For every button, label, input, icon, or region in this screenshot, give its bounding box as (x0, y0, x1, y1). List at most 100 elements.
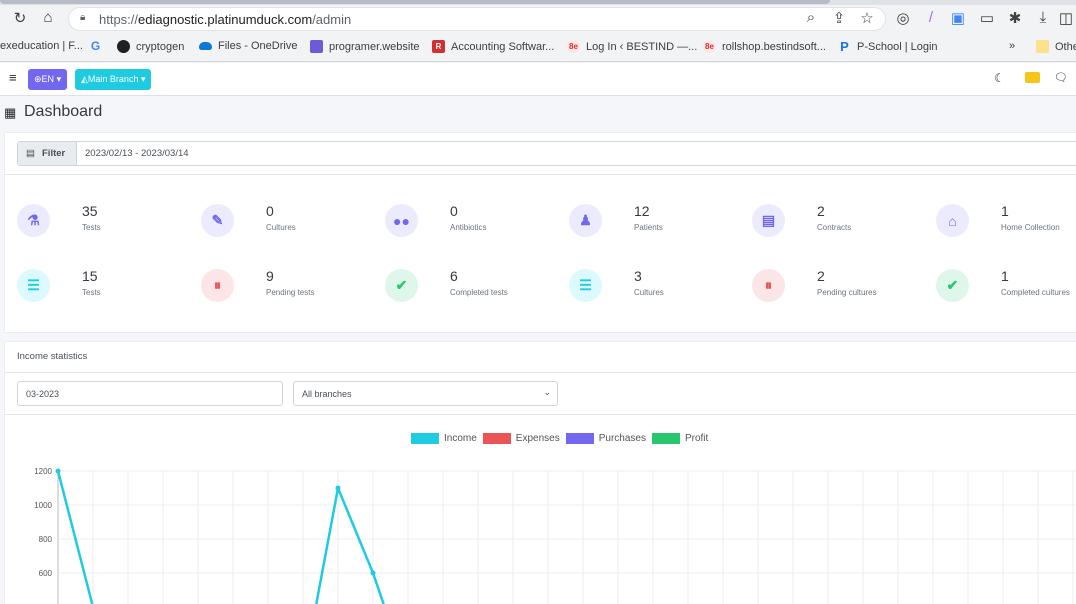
stat-item: ♟ 12 Patients (569, 203, 743, 240)
date-range-input[interactable]: 2023/02/13 - 2023/03/14 (85, 148, 189, 159)
bookmark[interactable]: R Accounting Softwar... (432, 40, 554, 53)
legend-item[interactable]: Income (411, 433, 477, 444)
pills-icon: ●● (385, 204, 418, 237)
dark-mode-icon[interactable]: ☾ (994, 71, 1005, 85)
bookmark[interactable]: cryptogen (117, 40, 184, 53)
stat-item: ▤ 2 Contracts (752, 203, 926, 240)
messages-icon[interactable]: 🗨︎ (1054, 72, 1068, 84)
star-icon[interactable]: ☆ (860, 10, 874, 27)
branch-select[interactable]: All branches ⌄ (293, 381, 558, 406)
bookmark[interactable]: programer.website (310, 40, 420, 53)
bookmark-label: Log In ‹ BESTIND —... (586, 40, 698, 53)
stats-card: ▤ Filter 2023/02/13 - 2023/03/14 ⚗ 35 Tests… (5, 133, 1076, 332)
legend-swatch (482, 433, 511, 444)
bookmark-label: Files - OneDrive (218, 40, 298, 52)
bookmark[interactable]: P P-School | Login (838, 40, 938, 53)
stat-label: Completed tests (450, 288, 508, 297)
stat-value: 3 (634, 268, 642, 284)
bookmark[interactable]: 8e rollshop.bestindsoft... (703, 40, 826, 53)
stat-item: ✎ 0 Cultures (201, 203, 375, 240)
card-title: Income statistics (17, 351, 88, 362)
stat-label: Antibiotics (450, 223, 487, 232)
check-double-icon: ✔ (936, 269, 969, 302)
y-tick-label: 1200 (34, 467, 52, 476)
extension-icon[interactable]: ◎ (896, 10, 910, 27)
income-statistics-card: Income statistics 03-2023 All branches ⌄ … (5, 342, 1076, 604)
stat-value: 2 (817, 268, 825, 284)
download-icon[interactable]: ⤓ (1039, 9, 1047, 26)
extensions-puzzle-icon[interactable]: ✱ (1008, 10, 1022, 27)
bestind-icon: 8e (567, 40, 580, 53)
y-tick-label: 800 (39, 535, 53, 544)
month-input[interactable]: 03-2023 (17, 381, 283, 406)
bookmark-label: programer.website (329, 40, 420, 53)
bookmark[interactable]: Files - OneDrive (199, 40, 297, 52)
more-label: » (1009, 40, 1016, 52)
stat-value: 6 (450, 268, 458, 284)
browser-toolbar: ↻ ⌂ 🔒︎ https://ediagnostic.platinumduck.… (0, 5, 1076, 33)
address-bar[interactable]: 🔒︎ https://ediagnostic.platinumduck.com/… (68, 7, 886, 31)
pause-icon: ⏸ (201, 269, 234, 302)
bookmark-label: Othe (1055, 40, 1076, 53)
pen-extension-icon[interactable]: / (928, 9, 934, 26)
legend-item[interactable]: Profit (651, 433, 708, 444)
sidebar-icon[interactable]: ◫ (1058, 10, 1074, 27)
stat-value: 12 (634, 203, 650, 219)
legend-swatch (411, 433, 439, 444)
stat-item: ✔ 6 Completed tests (385, 268, 559, 305)
branch-dropdown[interactable]: ◭Main Branch ▾ (75, 69, 152, 90)
reload-icon[interactable]: ↻ (13, 10, 27, 27)
more-bookmarks-button[interactable]: » (1009, 40, 1015, 52)
home-icon: ⌂ (936, 204, 969, 237)
calendar-icon: ▤ (26, 148, 35, 159)
legend-swatch (565, 433, 594, 444)
notification-bell-icon[interactable] (1025, 72, 1040, 83)
hamburger-menu-icon[interactable]: ≡ (9, 70, 17, 85)
bookmark-label: P-School | Login (857, 40, 938, 53)
branch-select-value: All branches (302, 389, 352, 399)
stat-label: Completed cultures (1001, 288, 1070, 297)
url-host: ediagnostic.platinumduck.com (138, 12, 313, 27)
stat-item: ✔ 1 Completed cultures (936, 268, 1076, 305)
stat-value: 35 (82, 203, 98, 219)
map-icon: ◭ (81, 74, 88, 84)
bookmark-label: rollshop.bestindsoft... (722, 40, 826, 53)
date-filter: ▤ Filter 2023/02/13 - 2023/03/14 (17, 141, 1076, 166)
data-point (370, 570, 376, 576)
bookmark-google[interactable]: G (89, 40, 102, 53)
grid-icon: ▦ (4, 105, 16, 120)
app-navbar: ≡ ⊕EN ▾ ◭Main Branch ▾ ☾ 🗨︎ (0, 63, 1076, 96)
bookmark[interactable]: 8e Log In ‹ BESTIND —... (567, 40, 697, 53)
legend-item[interactable]: Expenses (482, 433, 560, 444)
stat-item: ⏸ 9 Pending tests (201, 268, 375, 305)
list-icon: ☰ (17, 269, 50, 302)
bookmark[interactable]: exeducation | F... (0, 40, 83, 52)
language-label: EN (41, 74, 55, 84)
onedrive-icon (199, 42, 212, 50)
folder-icon (1036, 40, 1049, 53)
share-icon[interactable]: ⇪ (832, 10, 846, 27)
stat-label: Cultures (634, 288, 664, 297)
stat-label: Contracts (817, 223, 852, 232)
stat-label: Pending tests (266, 288, 315, 297)
chart-legend: Income Expenses Purchases Profit (411, 433, 708, 444)
income-chart: 1200 1000 800 600 (34, 467, 1076, 604)
bookmarks-bar: exeducation | F... G cryptogen Files - O… (0, 33, 1076, 62)
stat-item: ⏸ 2 Pending cultures (752, 268, 926, 305)
zoom-icon[interactable]: ⌕ (806, 9, 816, 26)
other-bookmarks[interactable]: Othe (1036, 40, 1076, 53)
language-dropdown[interactable]: ⊕EN ▾ (28, 69, 68, 90)
flask-icon: ⚗ (17, 204, 50, 237)
google-icon: G (90, 39, 101, 53)
picture-in-picture-icon[interactable]: ▭ (979, 10, 995, 27)
legend-label: Expenses (515, 433, 560, 444)
stat-value: 1 (1001, 268, 1009, 284)
translate-icon[interactable]: ▣ (950, 10, 966, 27)
legend-item[interactable]: Purchases (565, 433, 646, 444)
tab-strip (0, 0, 1076, 5)
home-icon[interactable]: ⌂ (43, 9, 53, 26)
series-line-income (56, 470, 385, 604)
branch-label: Main Branch (87, 74, 139, 84)
stat-value: 0 (450, 203, 458, 219)
filter-button[interactable]: ▤ Filter (18, 142, 77, 165)
